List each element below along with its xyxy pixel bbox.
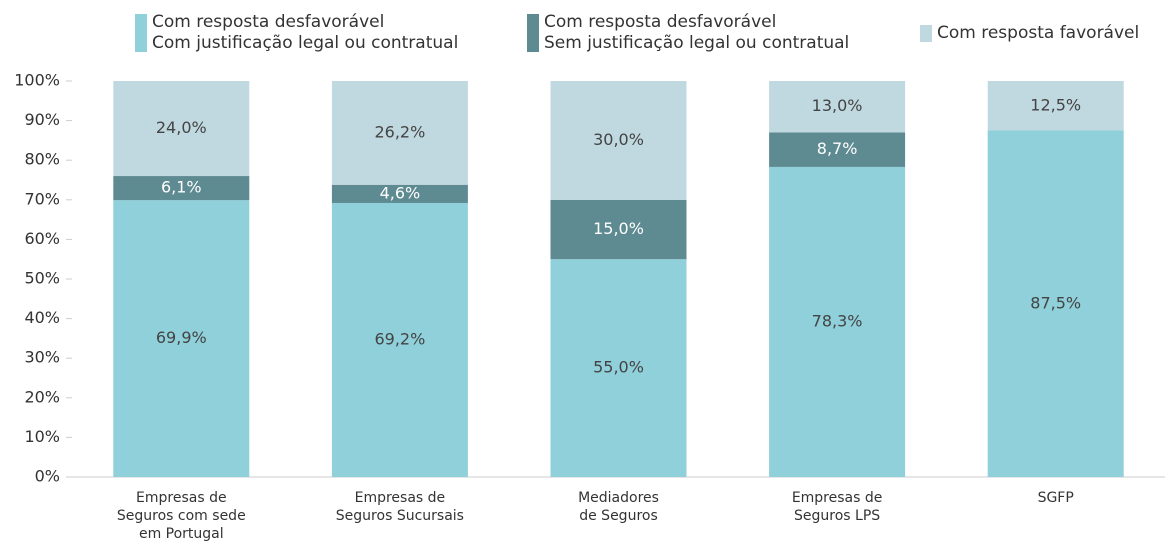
y-tick-label: 70% — [24, 189, 60, 208]
value-label: 12,5% — [1030, 95, 1081, 114]
y-tick-label: 0% — [35, 467, 60, 486]
legend-swatch — [920, 25, 932, 42]
value-label: 69,2% — [374, 329, 425, 348]
x-tick-label: Empresas de Seguros LPS — [791, 490, 883, 524]
bar-segment — [769, 81, 906, 133]
y-tick-label: 80% — [24, 150, 60, 169]
value-label: 55,0% — [593, 358, 644, 377]
value-label: 26,2% — [374, 122, 425, 141]
bar-segment — [113, 81, 250, 177]
x-tick-label: Empresas de Seguros com sede em Portugal — [116, 490, 246, 542]
value-label: 4,6% — [380, 183, 421, 202]
bar-segment — [550, 199, 687, 260]
bar-segment — [987, 81, 1124, 131]
y-tick-label: 100% — [14, 71, 60, 90]
bar-segment — [113, 176, 250, 201]
y-tick-label: 50% — [24, 269, 60, 288]
bar-segment — [550, 259, 687, 477]
legend-label: Com resposta desfavorável Com justificaç… — [152, 12, 459, 53]
value-label: 30,0% — [593, 130, 644, 149]
bar-segment — [769, 166, 906, 477]
value-label: 13,0% — [812, 96, 863, 115]
x-tick-label: Empresas de Seguros Sucursais — [335, 490, 464, 524]
y-tick-label: 90% — [24, 110, 60, 129]
bar-segment — [987, 130, 1124, 477]
value-label: 78,3% — [812, 311, 863, 330]
x-tick-label: SGFP — [1037, 490, 1074, 506]
bar-segment — [331, 81, 468, 185]
legend-label: Com resposta favorável — [937, 23, 1140, 43]
y-tick-label: 10% — [24, 427, 60, 446]
bar-segment — [550, 81, 687, 200]
value-label: 69,9% — [156, 328, 207, 347]
value-label: 6,1% — [161, 178, 202, 197]
y-tick-label: 20% — [24, 387, 60, 406]
bar-segment — [331, 202, 468, 477]
legend-swatch — [527, 14, 539, 52]
value-label: 87,5% — [1030, 293, 1081, 312]
value-label: 24,0% — [156, 118, 207, 137]
y-tick-label: 40% — [24, 308, 60, 327]
x-tick-label: Mediadores de Seguros — [578, 490, 659, 524]
value-label: 15,0% — [593, 219, 644, 238]
bar-segment — [769, 132, 906, 167]
legend-swatch — [135, 14, 147, 52]
y-tick-label: 30% — [24, 348, 60, 367]
legend-label: Com resposta desfavorável Sem justificaç… — [544, 12, 850, 53]
bar-segment — [113, 200, 250, 478]
y-tick-label: 60% — [24, 229, 60, 248]
bar-segment — [331, 184, 468, 203]
value-label: 8,7% — [817, 139, 858, 158]
